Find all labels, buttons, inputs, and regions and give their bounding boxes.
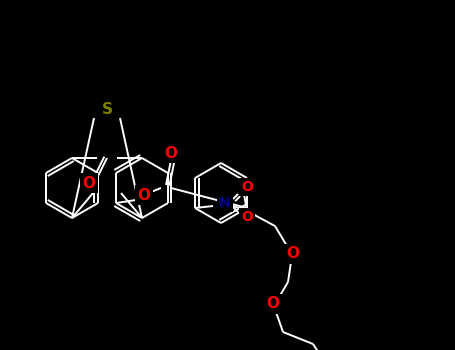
Text: O: O <box>241 210 253 224</box>
Text: O: O <box>82 175 96 190</box>
Text: N: N <box>219 196 231 210</box>
Text: O: O <box>267 296 279 312</box>
Text: O: O <box>287 246 299 261</box>
Text: O: O <box>137 188 151 203</box>
Text: O: O <box>165 146 177 161</box>
Text: O: O <box>241 180 253 194</box>
Text: S: S <box>101 103 112 118</box>
